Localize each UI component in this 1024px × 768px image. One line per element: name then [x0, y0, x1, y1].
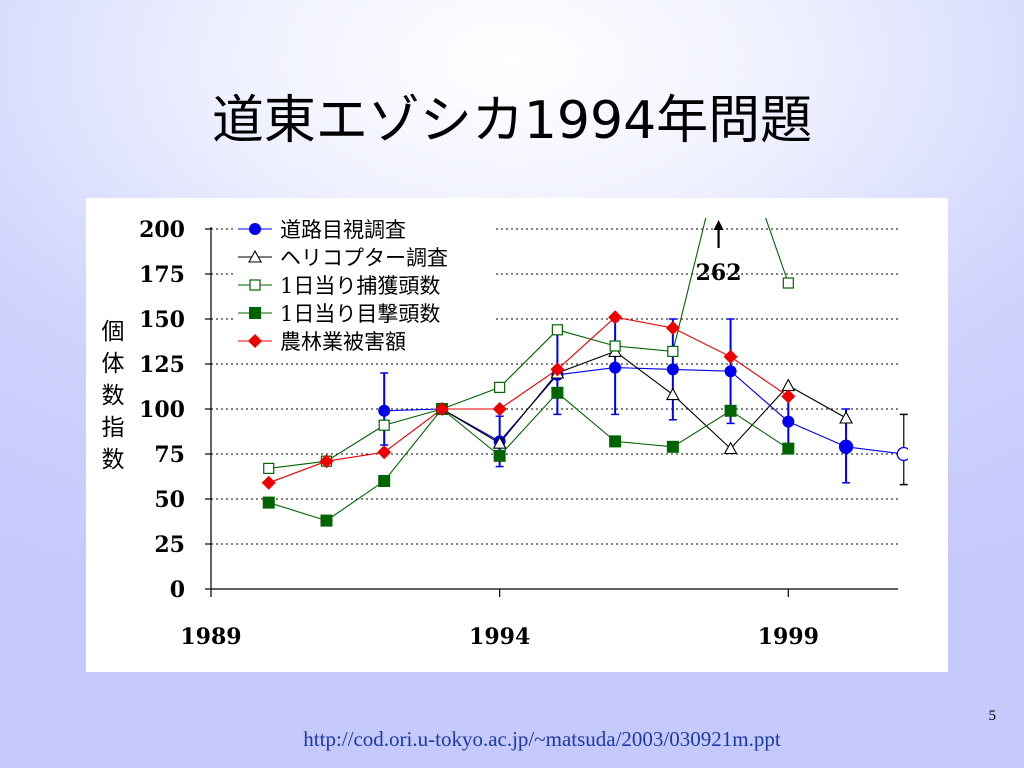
- point-marker: [319, 454, 334, 469]
- annotation-label: 262: [696, 260, 742, 286]
- point-marker: [724, 365, 737, 378]
- series-line: [268, 218, 789, 469]
- y-tick-label: 75: [154, 442, 185, 468]
- point-marker: [723, 349, 738, 364]
- legend-item: 道路目視調査: [238, 218, 406, 242]
- point-marker: [494, 381, 506, 393]
- point-marker: [666, 363, 679, 376]
- point-marker: [781, 378, 796, 392]
- point-marker: [248, 249, 262, 263]
- point-marker: [723, 441, 738, 455]
- point-marker: [320, 514, 333, 527]
- point-marker: [551, 324, 563, 336]
- point-marker: [550, 362, 565, 377]
- point-marker: [665, 387, 680, 401]
- point-marker: [378, 404, 391, 417]
- point-marker: [782, 415, 795, 428]
- series-line: [268, 316, 789, 484]
- y-axis-title-char: 個: [101, 319, 125, 345]
- point-marker: [782, 442, 795, 455]
- point-marker: [781, 389, 796, 404]
- point-marker: [261, 475, 276, 490]
- point-marker: [551, 386, 564, 399]
- y-axis-title-char: 指: [101, 415, 125, 441]
- point-marker: [839, 410, 853, 424]
- legend-label: 1日当り目撃頭数: [280, 302, 440, 326]
- point-marker: [248, 334, 262, 348]
- y-axis-title-char: 数: [101, 447, 125, 473]
- point-marker: [434, 402, 449, 416]
- x-tick-label: 1989: [180, 624, 241, 650]
- legend-label: 1日当り捕獲頭数: [280, 274, 440, 298]
- y-tick-label: 0: [170, 577, 185, 603]
- y-tick-label: 150: [139, 307, 185, 333]
- y-tick-label: 125: [139, 352, 185, 378]
- point-marker: [667, 345, 679, 357]
- point-marker: [609, 435, 622, 448]
- point-marker: [249, 307, 261, 319]
- page-number: 5: [988, 708, 997, 724]
- y-axis-title-char: 数: [101, 383, 125, 409]
- chart-svg: 0 25 50 75 100 125 150 175 200 1989 1994 1999 262 道路目…: [139, 214, 908, 650]
- point-marker: [492, 436, 507, 449]
- series-line: [441, 350, 847, 450]
- series-line: [268, 392, 789, 522]
- y-axis-title: 個 体 数 指 数: [98, 316, 128, 476]
- legend-label: 道路目視調査: [280, 218, 406, 242]
- point-marker: [724, 404, 737, 417]
- point-marker: [377, 445, 392, 460]
- point-marker: [608, 310, 623, 325]
- point-marker: [896, 446, 908, 462]
- annotation-arrowhead: [713, 220, 724, 230]
- legend-item: 1日当り目撃頭数: [238, 302, 440, 326]
- y-tick-label: 100: [139, 397, 185, 423]
- legend-item: 農林業被害額: [238, 330, 406, 354]
- series-4: [261, 310, 796, 490]
- legend-label: ヘリコプター調査: [280, 246, 448, 270]
- slide-title: 道東エゾシカ1994年問題: [211, 91, 813, 151]
- point-marker: [378, 419, 390, 431]
- y-tick-label: 175: [139, 262, 185, 288]
- point-marker: [263, 462, 275, 474]
- x-tick-label: 1999: [758, 624, 819, 650]
- legend-item: ヘリコプター調査: [238, 246, 448, 270]
- point-marker: [262, 496, 275, 509]
- y-tick-label: 50: [154, 487, 185, 513]
- point-marker: [378, 475, 391, 487]
- point-marker: [665, 321, 680, 335]
- point-marker: [609, 340, 621, 352]
- legend-bg: [234, 214, 494, 358]
- series-line: [845, 446, 908, 456]
- legend-item: 1日当り捕獲頭数: [238, 274, 440, 298]
- series-5: [838, 413, 908, 486]
- source-url[interactable]: http://cod.ori.u-tokyo.ac.jp/~matsuda/20…: [303, 727, 781, 751]
- point-marker: [249, 279, 261, 291]
- point-marker: [609, 361, 622, 374]
- point-marker: [840, 440, 853, 453]
- point-marker: [492, 402, 507, 416]
- point-marker: [782, 277, 794, 289]
- chart-panel: 個 体 数 指 数 0 25 50 75 100 125 150 175 200 1989 1994…: [86, 198, 948, 672]
- y-tick-label: 200: [139, 217, 185, 243]
- point-marker: [666, 440, 679, 453]
- point-marker: [249, 223, 261, 235]
- point-marker: [493, 449, 506, 462]
- y-axis-title-char: 体: [101, 351, 125, 377]
- x-tick-label: 1994: [469, 624, 530, 650]
- legend-label: 農林業被害額: [280, 330, 406, 354]
- y-tick-label: 25: [154, 532, 185, 558]
